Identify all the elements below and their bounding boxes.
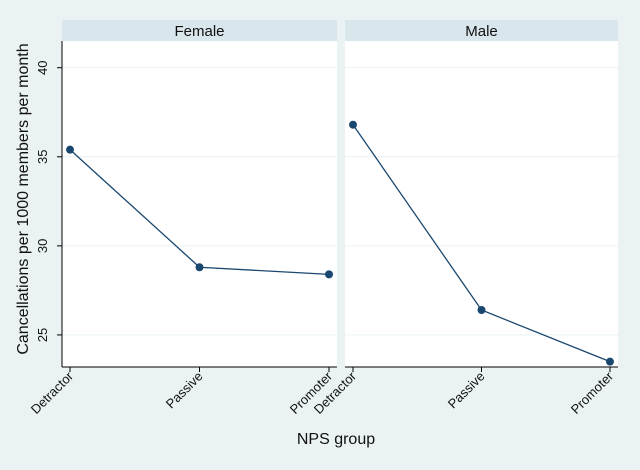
panel-strip [62,20,337,41]
y-tick-label: 30 [35,239,50,253]
x-tick-label: Promoter [568,368,617,417]
x-tick-label: Detractor [28,368,77,417]
x-tick-label: Passive [163,369,206,412]
panel-title: Male [465,23,498,40]
x-axis-title: NPS group [297,431,375,448]
y-axis: 25 30 35 40 [35,41,63,367]
plot-area [62,41,337,367]
data-point [66,145,74,154]
panel-strip [345,20,618,41]
data-point [325,270,333,279]
data-point [606,357,614,366]
data-point [477,305,486,314]
y-tick-label: 25 [35,328,50,342]
y-axis-title: Cancellations per 1000 members per month [15,43,32,354]
data-point [195,263,204,272]
plot-area [345,41,618,367]
data-point [349,120,357,129]
y-tick-label: 35 [35,150,50,164]
y-tick-label: 40 [35,60,50,74]
panel-title: Female [174,23,224,40]
x-tick-label: Passive [445,369,488,412]
